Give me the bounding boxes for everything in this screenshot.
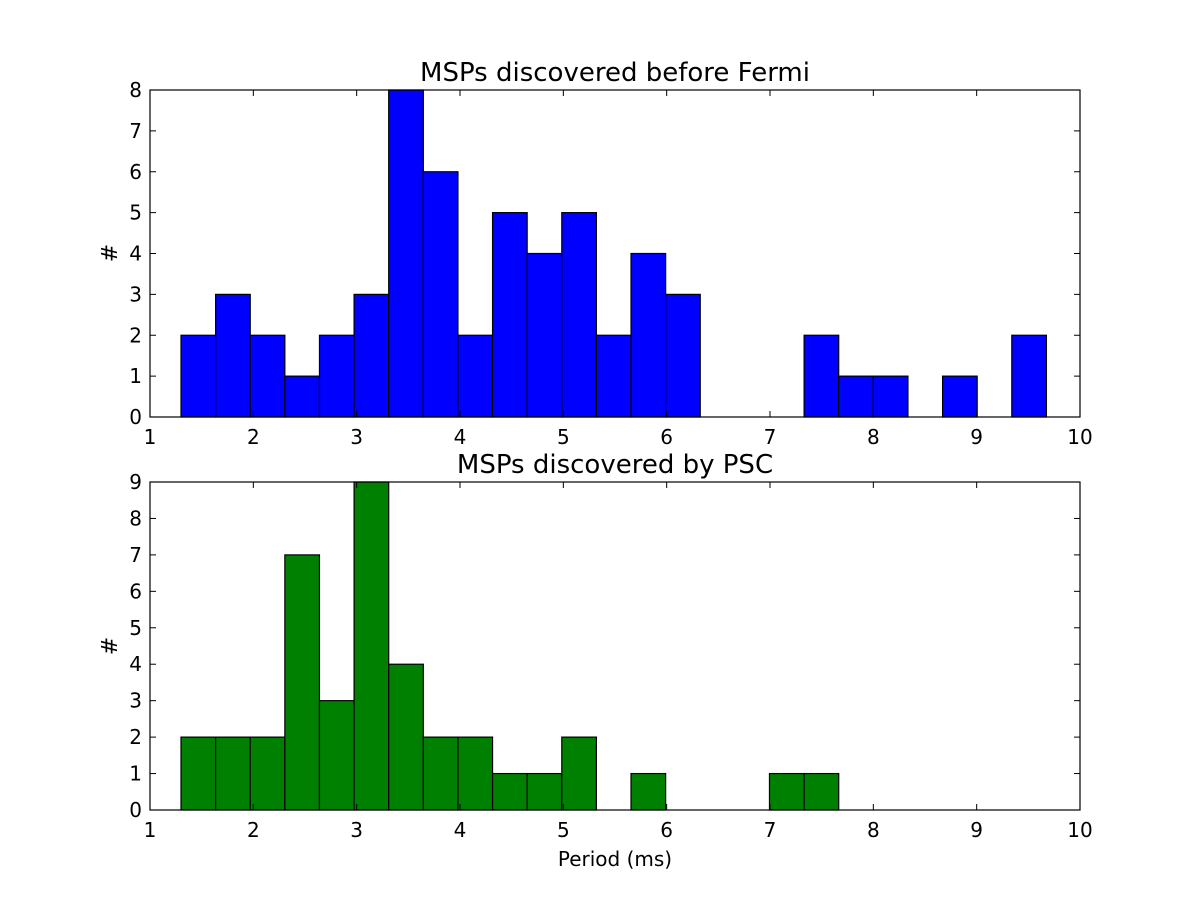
bottom-x-tick-label: 9	[970, 818, 983, 842]
bottom-histogram-bar	[284, 554, 321, 811]
bottom-y-tick-label: 8	[129, 506, 142, 530]
bottom-x-tick-label: 3	[350, 818, 363, 842]
top-histogram-bar	[838, 375, 874, 418]
bottom-x-tick-label: 7	[764, 818, 777, 842]
top-histogram-bar	[872, 375, 909, 418]
top-histogram-bar	[422, 171, 459, 418]
bottom-histogram-bar	[491, 772, 528, 811]
bottom-x-tick-label: 2	[247, 818, 260, 842]
top-bars	[180, 89, 1048, 418]
bottom-histogram-bar	[526, 772, 563, 811]
bottom-y-axis-label: #	[98, 637, 123, 655]
bottom-y-tick-label: 3	[129, 689, 142, 713]
top-histogram-bar	[630, 252, 667, 418]
top-y-tick-label: 5	[129, 201, 142, 225]
bottom-histogram-bar	[630, 772, 667, 811]
top-histogram-bar	[249, 334, 286, 418]
bottom-y-tick-label: 0	[129, 798, 142, 822]
top-y-tick-label: 7	[129, 119, 142, 143]
top-y-tick-label: 2	[129, 323, 142, 347]
top-histogram-bar	[388, 89, 424, 418]
top-x-tick-label: 6	[660, 425, 673, 449]
bottom-histogram-bar	[768, 772, 805, 811]
bottom-y-tick-label: 9	[129, 470, 142, 494]
top-histogram-bar	[665, 293, 701, 418]
bottom-histogram-bar	[318, 700, 355, 811]
top-histogram-bar	[180, 334, 217, 418]
top-y-tick-label: 1	[129, 364, 142, 388]
bottom-x-tick-label: 5	[557, 818, 570, 842]
bottom-histogram-bar	[388, 663, 424, 811]
top-histogram-bar	[526, 252, 563, 418]
top-histogram-bar	[318, 334, 355, 418]
top-y-tick-label: 3	[129, 282, 142, 306]
top-histogram-bar	[353, 293, 390, 418]
top-histogram-bar	[215, 293, 251, 418]
bottom-histogram-bar	[422, 736, 459, 811]
bottom-histogram-bar	[249, 736, 286, 811]
top-y-tick-label: 6	[129, 160, 142, 184]
bottom-axes-frame	[149, 481, 1081, 811]
top-x-tick-label: 1	[144, 425, 157, 449]
bottom-y-tick-label: 6	[129, 579, 142, 603]
bottom-y-tick-label: 7	[129, 543, 142, 567]
bottom-x-tick-label: 8	[867, 818, 880, 842]
top-x-tick-label: 4	[454, 425, 467, 449]
bottom-histogram-bar	[215, 736, 251, 811]
bottom-x-tick-label: 4	[454, 818, 467, 842]
bottom-histogram-bar	[561, 736, 598, 811]
bottom-y-tick-label: 2	[129, 725, 142, 749]
bottom-x-tick-label: 10	[1067, 818, 1092, 842]
bottom-x-tick-label: 6	[660, 818, 673, 842]
top-y-tick-label: 4	[129, 242, 142, 266]
bottom-y-tick-label: 5	[129, 616, 142, 640]
top-x-tick-label: 9	[970, 425, 983, 449]
bottom-histogram-bar	[180, 736, 217, 811]
top-histogram-bar	[561, 212, 598, 418]
top-y-axis-label: #	[98, 244, 123, 262]
top-x-tick-label: 10	[1067, 425, 1092, 449]
bottom-y-tick-label: 1	[129, 762, 142, 786]
bottom-histogram-bar	[457, 736, 494, 811]
top-x-tick-label: 7	[764, 425, 777, 449]
top-histogram-bar	[595, 334, 632, 418]
top-x-tick-label: 5	[557, 425, 570, 449]
bottom-histogram-bar	[353, 481, 390, 811]
top-x-tick-label: 8	[867, 425, 880, 449]
top-y-tick-label: 8	[129, 78, 142, 102]
bottom-x-axis-label: Period (ms)	[558, 847, 672, 871]
bottom-x-tick-label: 1	[144, 818, 157, 842]
top-y-tick-label: 0	[129, 405, 142, 429]
top-histogram-bar	[457, 334, 494, 418]
top-histogram-bar	[803, 334, 840, 418]
top-x-tick-label: 3	[350, 425, 363, 449]
top-histogram-bar	[1011, 334, 1048, 418]
bottom-chart-title: MSPs discovered by PSC	[457, 450, 773, 480]
top-histogram-bar	[941, 375, 978, 418]
top-chart-title: MSPs discovered before Fermi	[420, 58, 810, 88]
top-histogram-bar	[491, 212, 528, 418]
top-x-tick-label: 2	[247, 425, 260, 449]
top-histogram-bar	[284, 375, 321, 418]
bottom-bars	[180, 481, 840, 811]
bottom-histogram-bar	[803, 772, 840, 811]
bottom-y-tick-label: 4	[129, 652, 142, 676]
